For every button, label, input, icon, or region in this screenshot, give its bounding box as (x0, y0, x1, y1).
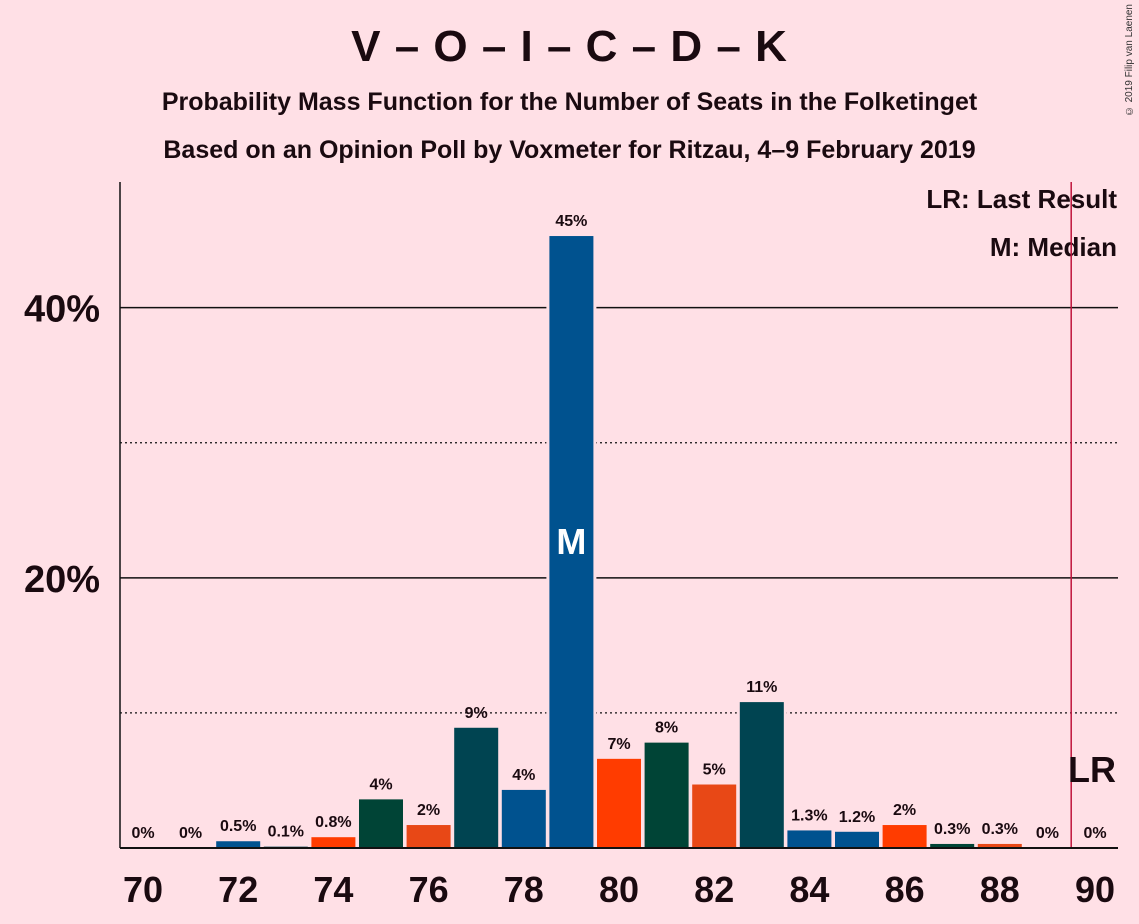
data-label-seat-86: 2% (893, 802, 916, 819)
bar-seat-86 (882, 825, 927, 848)
bar-seat-87 (930, 843, 975, 848)
x-tick-label: 80 (599, 869, 639, 910)
bar-seat-80 (597, 758, 641, 848)
bar-seat-78 (501, 789, 546, 848)
data-label-seat-84: 1.3% (791, 807, 827, 824)
data-label-seat-79: 45% (555, 213, 587, 230)
data-label-seat-89: 0% (1036, 825, 1059, 842)
data-label-seat-85: 1.2% (839, 809, 875, 826)
data-label-seat-83: 11% (746, 679, 777, 696)
x-tick-label: 74 (313, 869, 353, 910)
x-tick-label: 84 (789, 869, 829, 910)
bar-seat-83 (739, 702, 784, 848)
chart-title: V – O – I – C – D – K (351, 22, 788, 71)
bar-seat-77 (454, 727, 499, 848)
y-tick-label: 20% (24, 559, 100, 601)
bar-seat-84 (787, 830, 832, 848)
x-tick-label: 90 (1075, 869, 1115, 910)
data-label-seat-74: 0.8% (315, 814, 351, 831)
chart-subtitle-2: Based on an Opinion Poll by Voxmeter for… (163, 136, 976, 164)
x-tick-label: 78 (504, 869, 544, 910)
data-label-seat-73: 0.1% (268, 824, 304, 841)
bar-seat-82 (692, 784, 737, 848)
x-tick-label: 76 (409, 869, 449, 910)
data-label-seat-81: 8% (655, 720, 678, 737)
legend-last-result: LR: Last Result (926, 184, 1117, 214)
data-label-seat-77: 9% (465, 705, 488, 722)
data-label-seat-88: 0.3% (982, 821, 1018, 838)
y-tick-label: 40% (24, 289, 100, 331)
bar-halo (260, 843, 311, 848)
data-label-seat-87: 0.3% (934, 821, 970, 838)
median-marker: M (556, 521, 586, 562)
data-label-seat-82: 5% (703, 762, 726, 779)
data-label-seat-78: 4% (512, 767, 535, 784)
bar-seat-81 (644, 742, 689, 848)
x-tick-label: 70 (123, 869, 163, 910)
bar-seat-88 (977, 843, 1022, 848)
bar-seat-76 (406, 825, 451, 848)
x-tick-label: 86 (885, 869, 925, 910)
bar-seat-74 (311, 837, 356, 848)
x-tick-label: 72 (218, 869, 258, 910)
bar-seat-85 (835, 831, 879, 848)
data-label-seat-80: 7% (607, 736, 630, 753)
last-result-marker: LR (1068, 749, 1116, 790)
legend-median: M: Median (989, 232, 1117, 262)
bar-seat-75 (359, 799, 403, 848)
chart-subtitle: Probability Mass Function for the Number… (161, 88, 978, 116)
x-tick-label: 88 (980, 869, 1020, 910)
x-tick-label: 82 (694, 869, 734, 910)
data-label-seat-75: 4% (369, 776, 392, 793)
data-label-seat-72: 0.5% (220, 818, 256, 835)
bar-seat-72 (216, 841, 261, 848)
bar-seat-79 (549, 236, 594, 849)
data-label-seat-70: 0% (131, 825, 154, 842)
data-label-seat-76: 2% (417, 802, 440, 819)
data-label-seat-71: 0% (179, 825, 202, 842)
data-label-seat-90: 0% (1083, 825, 1106, 842)
